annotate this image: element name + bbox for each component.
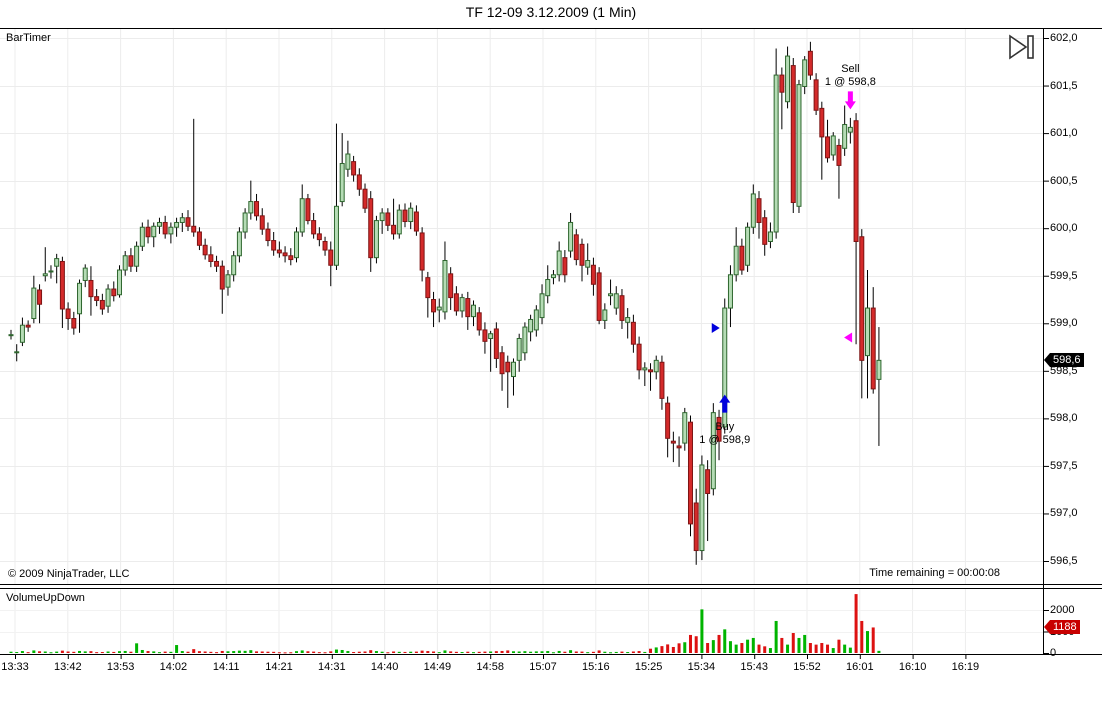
chart-title: TF 12-09 3.12.2009 (1 Min) bbox=[465, 4, 637, 20]
skip-to-end-icon[interactable] bbox=[1006, 34, 1036, 60]
last-volume-value: 1188 bbox=[1050, 620, 1080, 635]
copyright-label: © 2009 NinjaTrader, LLC bbox=[8, 568, 130, 580]
buy-order-label: Buy bbox=[715, 420, 735, 433]
sell-order-detail: 1 @ 598,8 bbox=[824, 76, 876, 89]
last-price-badge: 598,6 bbox=[1044, 353, 1084, 368]
bartimer-indicator-label: BarTimer bbox=[6, 32, 51, 44]
sell-order-label: Sell bbox=[841, 63, 860, 76]
buy-order-detail: 1 @ 598,9 bbox=[699, 433, 751, 446]
sell-order-annotation: Sell 1 @ 598,8 bbox=[785, 63, 915, 89]
volume-indicator-label: VolumeUpDown bbox=[6, 592, 85, 604]
badge-arrow-left-icon bbox=[1044, 353, 1050, 368]
buy-order-annotation: Buy 1 @ 598,9 bbox=[660, 421, 790, 447]
time-remaining-label: Time remaining = 00:00:08 bbox=[869, 567, 1000, 579]
badge-arrow-left-icon bbox=[1044, 620, 1050, 635]
last-price-value: 598,6 bbox=[1050, 353, 1084, 368]
last-volume-badge: 1188 bbox=[1044, 620, 1080, 635]
